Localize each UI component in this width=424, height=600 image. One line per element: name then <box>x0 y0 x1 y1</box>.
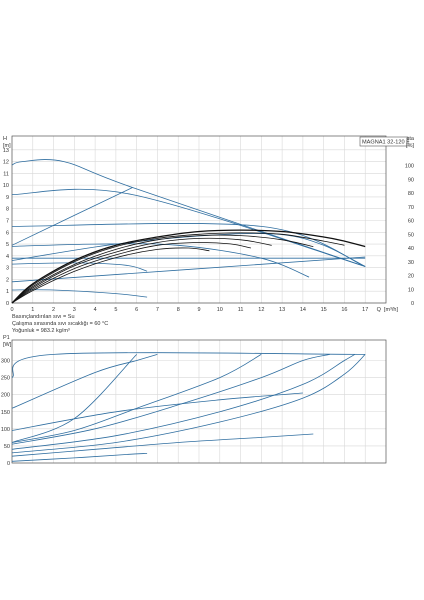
eta-axis-label: eta <box>406 136 415 142</box>
efficiency-curve <box>11 234 314 304</box>
p1-tick-label: 50 <box>4 444 10 450</box>
power-curve <box>11 354 262 443</box>
h-axis-unit: [m] <box>3 143 11 149</box>
p1-axis-unit: [W] <box>3 342 12 348</box>
q-tick-label: 5 <box>114 307 117 313</box>
q-tick-label: 14 <box>300 307 306 313</box>
q-tick-label: 15 <box>321 307 327 313</box>
h-tick-label: 6 <box>6 230 9 236</box>
note-text: Çalışma sırasında sıvı sıcaklığı = 60 °C <box>12 321 108 327</box>
eta-tick-label: 90 <box>408 177 414 183</box>
h-tick-label: 7 <box>6 219 9 225</box>
top-plot-frame <box>11 135 387 304</box>
curve-layer <box>11 159 366 462</box>
q-tick-label: 4 <box>94 307 97 313</box>
h-axis-label: H <box>3 136 7 142</box>
power-curve <box>11 433 314 457</box>
power-curve <box>11 354 356 450</box>
h-tick-label: 2 <box>6 277 9 283</box>
q-tick-label: 9 <box>197 307 200 313</box>
q-tick-label: 13 <box>279 307 285 313</box>
h-tick-label: 10 <box>3 183 9 189</box>
p1-axis-label: P1 <box>3 335 10 341</box>
head-curve <box>11 159 366 267</box>
efficiency-curve <box>11 237 272 304</box>
q-axis-label: Q <box>377 307 382 313</box>
q-tick-label: 16 <box>341 307 347 313</box>
q-tick-label: 1 <box>31 307 34 313</box>
eta-tick-label: 30 <box>408 260 414 266</box>
eta-tick-label: 70 <box>408 205 414 211</box>
chart-title: MAGNA1 32-120 F <box>362 140 410 146</box>
head-curve <box>11 256 366 283</box>
eta-tick-label: 20 <box>408 274 414 280</box>
q-tick-label: 11 <box>238 307 244 313</box>
frame-layer <box>11 135 409 464</box>
power-curve <box>11 453 148 462</box>
head-curve <box>11 233 366 267</box>
h-tick-label: 13 <box>3 148 9 154</box>
head-curve <box>11 188 366 267</box>
p1-tick-label: 150 <box>1 410 10 416</box>
note-text: Yoğunluk = 983.2 kg/m³ <box>12 328 70 334</box>
q-tick-label: 8 <box>177 307 180 313</box>
q-tick-label: 7 <box>156 307 159 313</box>
efficiency-curve <box>11 232 345 304</box>
p1-tick-label: 300 <box>1 359 10 365</box>
q-tick-label: 3 <box>73 307 76 313</box>
eta-tick-label: 100 <box>405 164 414 170</box>
eta-tick-label: 50 <box>408 232 414 238</box>
power-curve <box>11 354 330 445</box>
h-tick-label: 4 <box>6 254 9 260</box>
power-curve <box>11 352 366 378</box>
head-curve <box>11 187 133 246</box>
eta-tick-label: 40 <box>408 246 414 252</box>
eta-tick-label: 0 <box>411 301 414 307</box>
h-tick-label: 11 <box>3 171 9 177</box>
p1-tick-label: 250 <box>1 376 10 382</box>
p1-tick-label: 0 <box>7 461 10 467</box>
h-tick-label: 12 <box>3 160 9 166</box>
h-tick-label: 1 <box>6 289 9 295</box>
q-tick-label: 2 <box>52 307 55 313</box>
title-box <box>359 136 409 147</box>
q-axis-unit: [m³/h] <box>384 307 399 313</box>
h-tick-label: 5 <box>6 242 9 248</box>
power-curve <box>11 392 303 431</box>
h-tick-label: 3 <box>6 266 9 272</box>
efficiency-curve <box>11 247 210 304</box>
bottom-plot-frame <box>11 339 387 464</box>
q-tick-label: 12 <box>258 307 264 313</box>
eta-tick-label: 60 <box>408 219 414 225</box>
note-text: Basınçlandırılan sıvı = Su <box>12 314 75 320</box>
h-tick-label: 0 <box>6 301 9 307</box>
q-tick-label: 0 <box>10 307 13 313</box>
eta-tick-label: 80 <box>408 191 414 197</box>
eta-axis-unit: [%] <box>406 143 414 149</box>
q-tick-label: 17 <box>362 307 368 313</box>
eta-tick-label: 10 <box>408 287 414 293</box>
q-tick-label: 6 <box>135 307 138 313</box>
power-curve <box>11 354 158 409</box>
h-tick-label: 9 <box>6 195 9 201</box>
head-curve <box>11 262 148 272</box>
head-curve <box>11 243 310 278</box>
head-curve <box>11 289 148 298</box>
h-tick-label: 8 <box>6 207 9 213</box>
efficiency-curve <box>11 242 251 304</box>
grid-layer <box>11 136 386 464</box>
p1-tick-label: 100 <box>1 427 10 433</box>
efficiency-curve <box>11 229 366 304</box>
power-curve <box>11 354 366 454</box>
p1-tick-label: 200 <box>1 393 10 399</box>
q-tick-label: 10 <box>217 307 223 313</box>
